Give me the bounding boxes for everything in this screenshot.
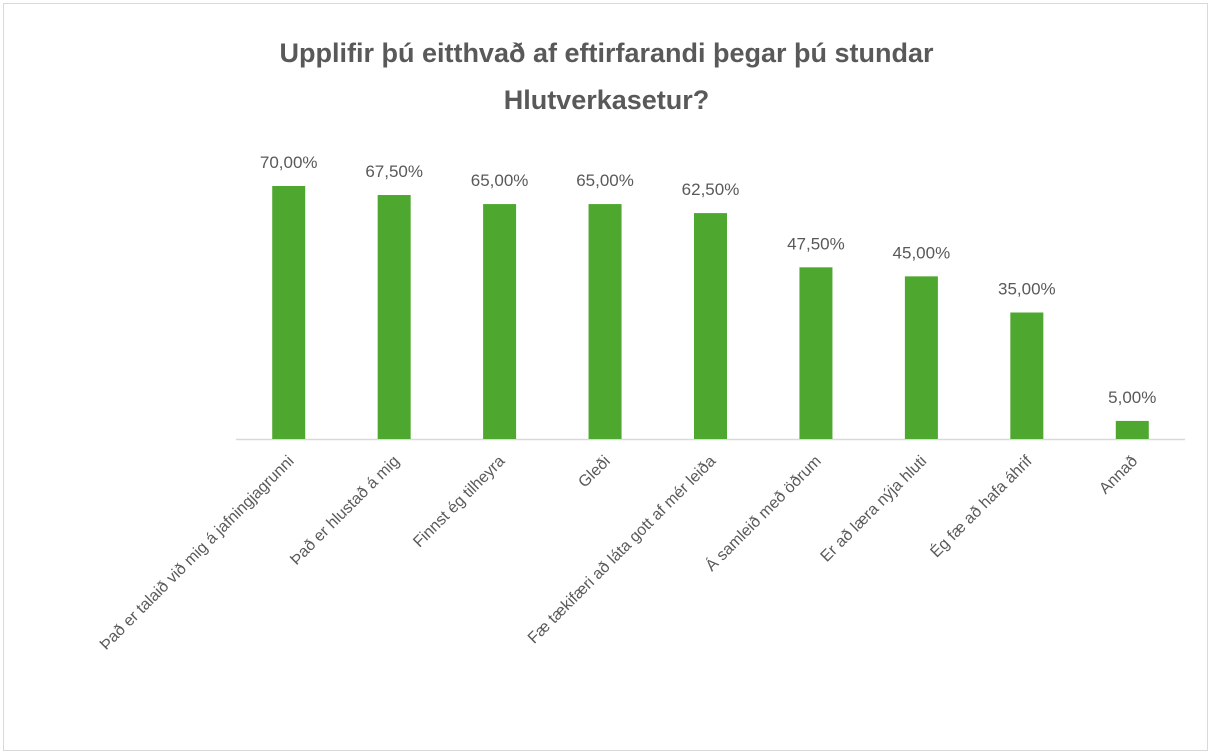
data-label: 65,00% — [576, 171, 634, 190]
bar — [904, 276, 938, 439]
data-label: 62,50% — [682, 180, 740, 199]
data-label: 35,00% — [998, 280, 1056, 299]
data-label: 70,00% — [260, 153, 318, 172]
x-tick-label: Það er talaið við mig á jafningjagrunni — [97, 453, 298, 654]
bar — [588, 204, 622, 439]
x-tick-label: Gleði — [575, 453, 613, 491]
x-tick-label: Fæ tækifæri að láta gott af mér leiða — [525, 453, 719, 647]
bar — [1010, 312, 1044, 439]
bar — [483, 204, 517, 439]
bar — [1115, 420, 1149, 439]
chart-title: Upplifir þú eitthvað af eftirfarandi þeg… — [279, 38, 934, 115]
x-tick-label: Það er hlustað á mig — [287, 453, 403, 569]
data-label: 45,00% — [893, 243, 951, 262]
bar — [272, 186, 306, 439]
x-tick-label: Finnst ég tilheyra — [410, 453, 508, 551]
bar — [694, 213, 727, 439]
x-tick-label: Á samleið með öðrum — [701, 451, 824, 574]
x-tick-label: Er að læra nýja hluti — [818, 453, 931, 566]
data-label: 5,00% — [1108, 388, 1156, 407]
bar — [377, 195, 411, 439]
chart-title-box: Upplifir þú eitthvað af eftirfarandi þeg… — [0, 30, 1213, 124]
x-tick-label: Annað — [1096, 453, 1141, 498]
chart-frame — [3, 3, 1208, 751]
bar — [799, 267, 833, 439]
data-label: 47,50% — [787, 234, 845, 253]
data-label: 65,00% — [471, 171, 529, 190]
data-label: 67,50% — [365, 162, 423, 181]
x-tick-label: Ég fæ að hafa áhrif — [926, 451, 1036, 561]
